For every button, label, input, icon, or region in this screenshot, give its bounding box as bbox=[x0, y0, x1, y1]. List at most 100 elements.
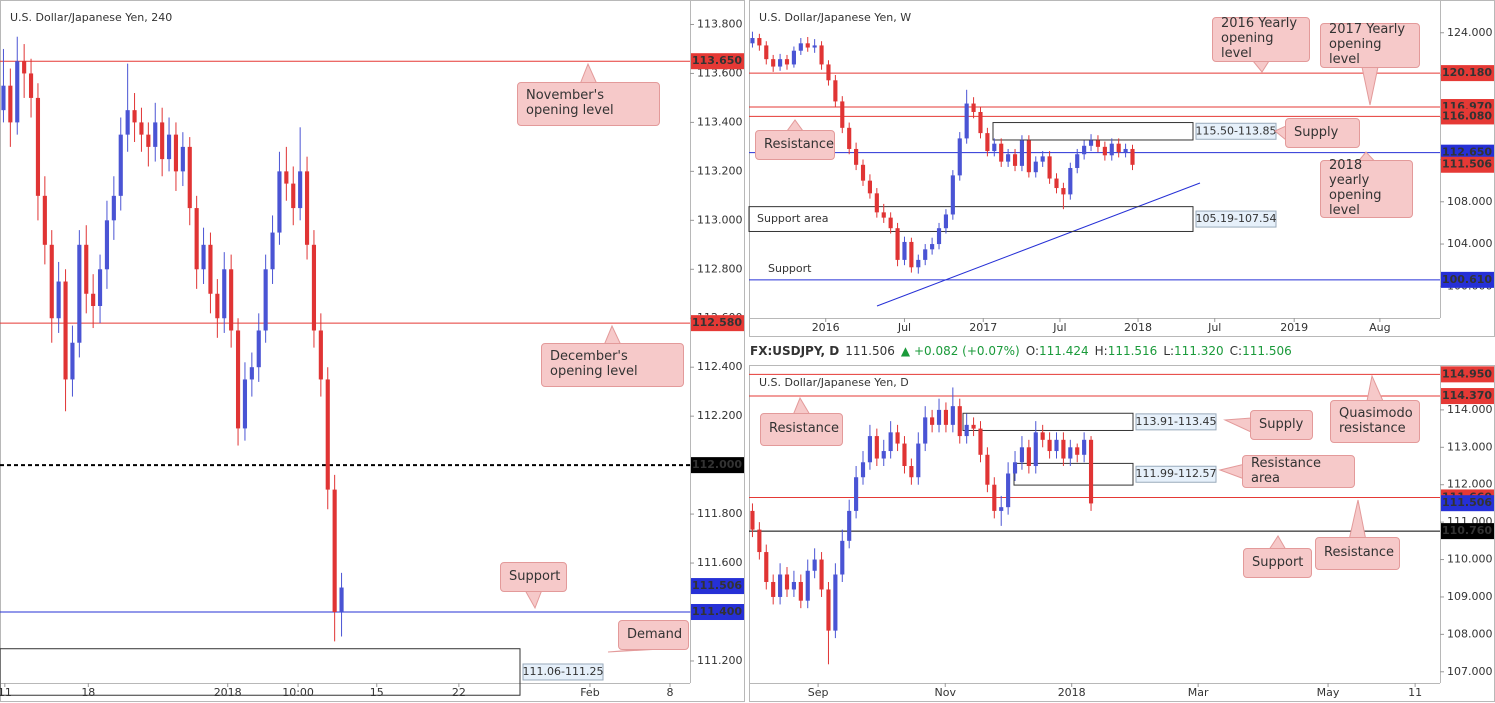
zone bbox=[992, 122, 1194, 141]
candle-body bbox=[916, 259, 921, 268]
ohlc: H:111.516 bbox=[1095, 344, 1158, 358]
candle-body bbox=[1012, 462, 1018, 474]
y-tick-label: 111.200 bbox=[697, 654, 743, 667]
x-tick-label: Jul bbox=[1052, 321, 1066, 334]
candle-body bbox=[923, 417, 928, 444]
y-tick-label: 111.800 bbox=[697, 507, 743, 520]
candle-body bbox=[1040, 156, 1045, 162]
callout: December's opening level bbox=[541, 343, 684, 387]
candle-body bbox=[56, 281, 61, 319]
x-tick-label: 18 bbox=[81, 686, 95, 699]
callout-pointer bbox=[1366, 374, 1384, 402]
candle-body bbox=[764, 552, 769, 582]
level-tag bbox=[1441, 65, 1494, 82]
candle-body bbox=[118, 134, 123, 196]
candle-body bbox=[854, 148, 859, 165]
candle-body bbox=[1068, 447, 1073, 459]
candle-body bbox=[70, 342, 75, 380]
candle-body bbox=[1061, 439, 1066, 459]
candle-body bbox=[923, 249, 928, 260]
x-tick-label: Nov bbox=[935, 686, 957, 699]
y-tick-label: 112.000 bbox=[1447, 478, 1493, 491]
candle-body bbox=[318, 330, 323, 380]
symbol-info: FX:USDJPY, D 111.506 ▲ +0.082 (+0.07%) O… bbox=[750, 341, 1292, 361]
candle-body bbox=[1109, 143, 1114, 156]
candle-body bbox=[235, 330, 241, 429]
change-text: +0.082 (+0.07%) bbox=[913, 344, 1020, 358]
chart-title: U.S. Dollar/Japanese Yen, D bbox=[759, 376, 909, 389]
symbol: FX:USDJPY, D bbox=[750, 344, 840, 358]
level-label: 110.760 bbox=[1442, 524, 1492, 537]
ohlc-label: C: bbox=[1229, 344, 1243, 358]
level-tag bbox=[691, 457, 744, 474]
candle-body bbox=[778, 574, 783, 597]
y-tick-label: 113.400 bbox=[697, 115, 743, 128]
ohlc-label: H: bbox=[1094, 344, 1108, 358]
candle-body bbox=[757, 38, 762, 46]
x-tick-label: Jul bbox=[1207, 321, 1221, 334]
candle-body bbox=[63, 281, 68, 380]
callout-pointer bbox=[1361, 66, 1379, 106]
x-tick-label: 8 bbox=[666, 686, 673, 699]
zone-tag bbox=[1195, 210, 1277, 228]
candle-body bbox=[826, 589, 831, 631]
callout: Supply bbox=[1250, 410, 1313, 440]
candle-body bbox=[1075, 447, 1080, 455]
y-tick-label: 108.000 bbox=[1447, 627, 1493, 640]
ohlc-value: 111.506 bbox=[1242, 344, 1292, 358]
last-price-tag bbox=[1441, 495, 1494, 512]
zone-label: 105.19-107.54 bbox=[1196, 212, 1277, 225]
candle-body bbox=[798, 43, 803, 51]
change: ▲ +0.082 (+0.07%) bbox=[900, 344, 1020, 358]
candle-body bbox=[1068, 167, 1073, 195]
candle-body bbox=[1026, 140, 1031, 173]
y-tick-label: 113.600 bbox=[697, 66, 743, 79]
candle-body bbox=[881, 451, 886, 459]
x-tick-label: Sep bbox=[808, 686, 829, 699]
level-tag bbox=[1441, 144, 1494, 161]
zone-label: 113.91-113.45 bbox=[1136, 415, 1217, 428]
candle-body bbox=[798, 581, 803, 601]
candle-body bbox=[42, 195, 47, 245]
last-price-label: 111.506 bbox=[1442, 496, 1492, 509]
candle-body bbox=[840, 540, 845, 575]
candle-body bbox=[847, 127, 852, 149]
candle-body bbox=[750, 510, 755, 530]
candle-body bbox=[819, 559, 824, 590]
candle-body bbox=[28, 73, 34, 98]
x-tick-label: 2017 bbox=[969, 321, 997, 334]
last-price-tag bbox=[691, 578, 744, 595]
x-tick-label: 11 bbox=[1408, 686, 1422, 699]
candle-body bbox=[166, 134, 172, 160]
candle-body bbox=[1054, 439, 1059, 452]
candle-body bbox=[311, 244, 317, 331]
candle-body bbox=[1033, 161, 1038, 173]
candle-body bbox=[950, 406, 955, 425]
level-tag bbox=[1441, 271, 1494, 288]
candle-body bbox=[757, 529, 762, 553]
candle-body bbox=[1116, 143, 1121, 153]
candle-body bbox=[867, 180, 872, 194]
zone-label: 111.06-111.25 bbox=[523, 665, 604, 678]
candle-body bbox=[805, 43, 810, 48]
candle-body bbox=[1040, 432, 1045, 440]
ohlc: O:111.424 bbox=[1026, 344, 1089, 358]
callout: Support bbox=[1243, 548, 1312, 578]
candle-body bbox=[194, 208, 199, 270]
candle-body bbox=[1095, 140, 1101, 147]
y-tick-label: 107.000 bbox=[1447, 665, 1493, 678]
candle-body bbox=[999, 507, 1004, 511]
candle-body bbox=[992, 143, 997, 152]
callout: Support bbox=[500, 562, 567, 592]
candle-body bbox=[35, 97, 41, 196]
x-tick-label: 2018 bbox=[214, 686, 242, 699]
candle-body bbox=[819, 45, 824, 65]
candle-body bbox=[888, 432, 893, 452]
y-tick-label: 109.000 bbox=[1447, 590, 1493, 603]
y-tick-label: 113.000 bbox=[697, 213, 743, 226]
y-tick-label: 111.600 bbox=[697, 556, 743, 569]
candle-body bbox=[930, 417, 935, 425]
callout: Resistance bbox=[760, 413, 843, 446]
y-tick-label: 110.000 bbox=[1447, 553, 1493, 566]
candle-body bbox=[895, 228, 900, 260]
